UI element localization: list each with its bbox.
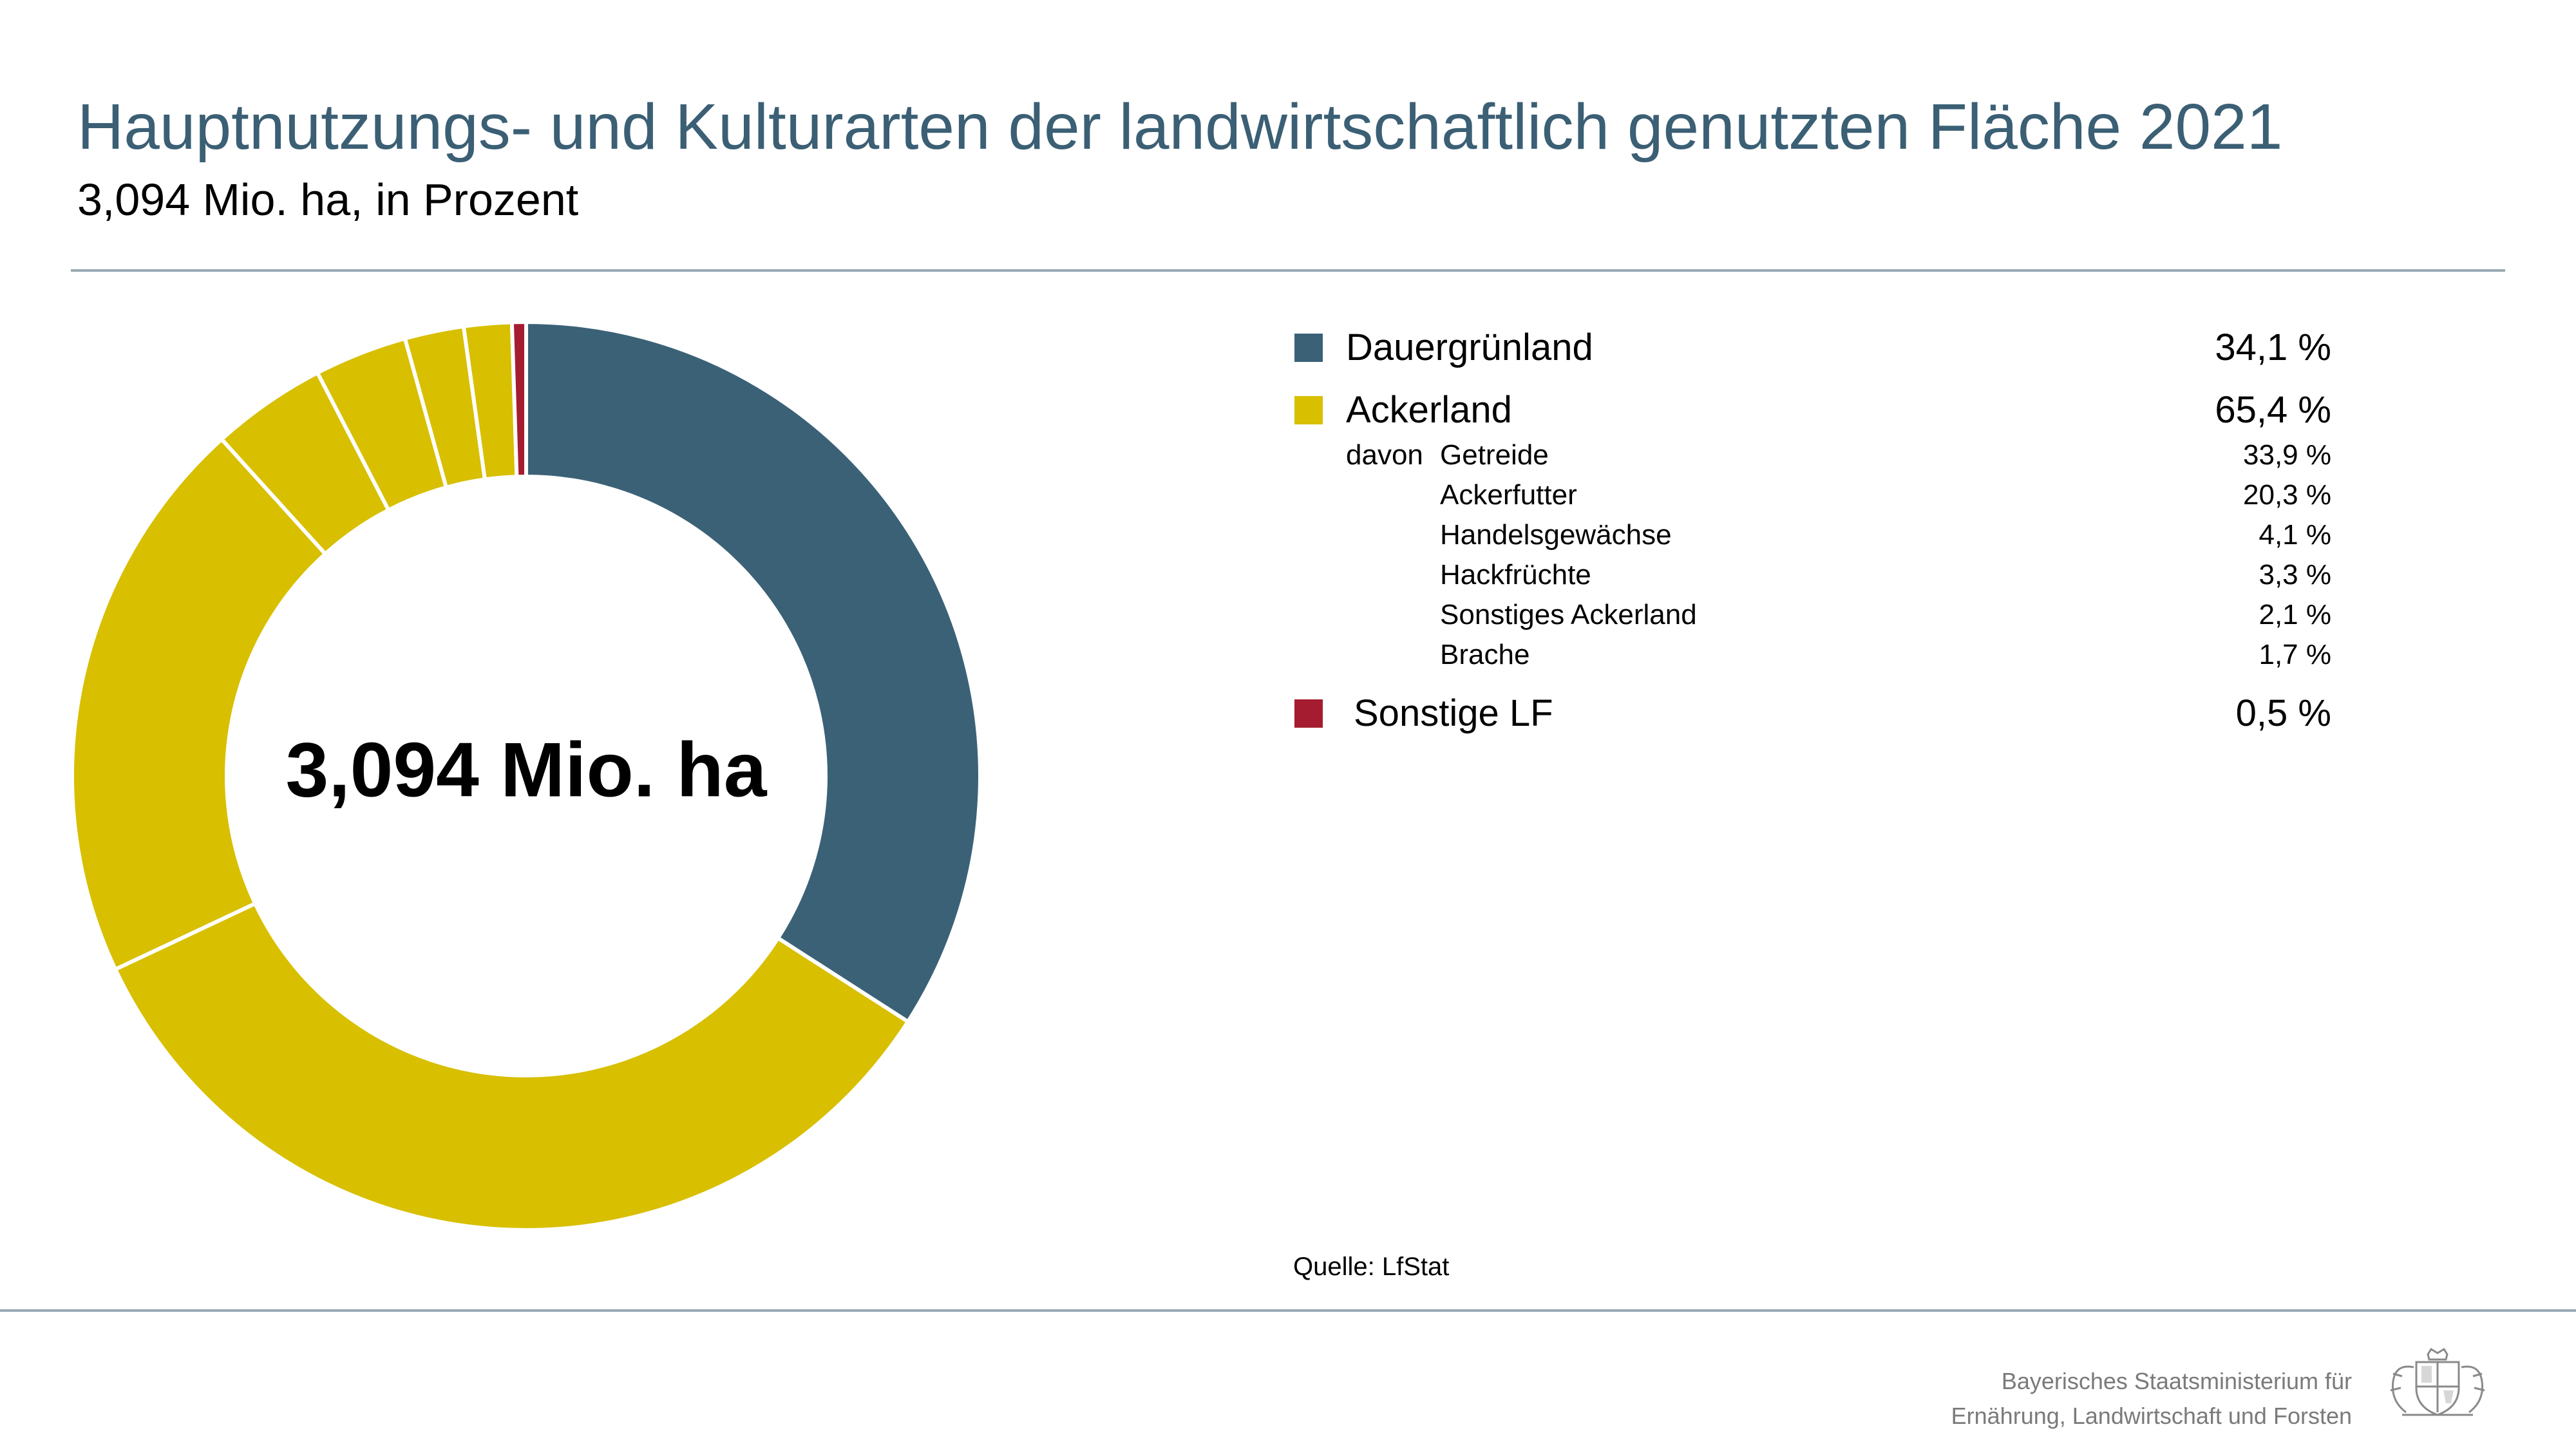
donut-slices: [70, 319, 982, 1232]
legend-swatch-ackerland: [1294, 396, 1323, 424]
legend-sub-label: Ackerfutter: [1440, 479, 1577, 511]
legend-sub-value: 3,3 %: [2259, 559, 2331, 591]
legend-label: Ackerland: [1346, 389, 1512, 431]
legend-sub-value: 33,9 %: [2243, 439, 2331, 471]
legend-subitem-sonstiges-ackerland: Sonstiges Ackerland 2,1 %: [1346, 595, 2331, 635]
donut-center-label: 3,094 Mio. ha: [286, 727, 768, 813]
legend-sub-label: Getreide: [1440, 439, 1549, 471]
legend-swatch-dauergruenland: [1294, 334, 1323, 362]
ministry-name: Bayerisches Staatsministerium für Ernähr…: [1951, 1364, 2352, 1434]
donut-slice-ackerfutter: [70, 436, 328, 972]
bavarian-coat-of-arms-icon: [2390, 1348, 2485, 1416]
legend-sub-label: Handelsgewächse: [1440, 519, 1672, 551]
donut-slice-getreide: [113, 900, 911, 1232]
legend-subitem-hackfruechte: Hackfrüchte 3,3 %: [1346, 555, 2331, 595]
footer-divider: [0, 1309, 2576, 1312]
legend-sub-label: Hackfrüchte: [1440, 559, 1591, 591]
legend-sub-value: 2,1 %: [2259, 599, 2331, 630]
legend-sub-value: 20,3 %: [2243, 479, 2331, 511]
chart-subtitle: 3,094 Mio. ha, in Prozent: [77, 175, 579, 225]
legend-subitem-brache: Brache 1,7 %: [1346, 635, 2331, 675]
ministry-name-line2: Ernährung, Landwirtschaft und Forsten: [1951, 1403, 2352, 1429]
ministry-name-line1: Bayerisches Staatsministerium für: [2001, 1368, 2352, 1394]
legend-subitem-handelsgewaechse: Handelsgewächse 4,1 %: [1346, 515, 2331, 555]
legend-swatch-sonstige-lf: [1294, 699, 1323, 728]
legend-sub-value: 1,7 %: [2259, 639, 2331, 670]
legend-sub-label: Sonstiges Ackerland: [1440, 599, 1697, 630]
legend-subitem-ackerfutter: Ackerfutter 20,3 %: [1346, 475, 2331, 515]
legend-sub-value: 4,1 %: [2259, 519, 2331, 551]
legend-item-ackerland: Ackerland 65,4 %: [1294, 384, 2331, 436]
legend-value: 0,5 %: [2235, 692, 2331, 734]
legend-item-dauergruenland: Dauergrünland 34,1 %: [1294, 322, 2331, 374]
legend-item-sonstige-lf: Sonstige LF 0,5 %: [1294, 688, 2331, 739]
legend-label: Dauergrünland: [1346, 327, 1593, 368]
chart-title: Hauptnutzungs- und Kulturarten der landw…: [77, 91, 2283, 163]
legend-sub-label: Brache: [1440, 639, 1530, 670]
legend-value: 65,4 %: [2215, 389, 2331, 431]
legend-sub-prefix: davon: [1346, 439, 1423, 471]
legend-subitem-getreide: davon Getreide 33,9 %: [1346, 435, 2331, 475]
source-note: Quelle: LfStat: [1293, 1253, 1450, 1281]
donut-slice-dauergr-nland: [524, 319, 982, 1025]
legend-value: 34,1 %: [2215, 327, 2331, 368]
legend-label: Sonstige LF: [1354, 692, 1553, 734]
donut-slice-sonstige-lf: [509, 319, 528, 479]
header-divider: [71, 269, 2505, 272]
